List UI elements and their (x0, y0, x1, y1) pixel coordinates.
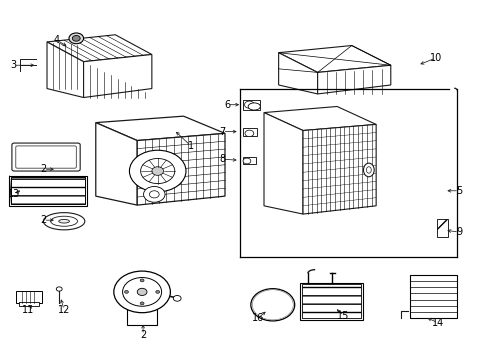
Text: 2: 2 (140, 330, 146, 340)
Bar (127, 309, 157, 325)
Circle shape (114, 271, 170, 313)
Polygon shape (278, 45, 390, 72)
Circle shape (244, 101, 254, 108)
Circle shape (122, 278, 161, 306)
Bar (242, 157, 256, 164)
Circle shape (143, 186, 164, 202)
Bar (302, 284, 360, 318)
Circle shape (243, 158, 250, 164)
Circle shape (149, 191, 159, 198)
Circle shape (173, 296, 181, 301)
Text: 4: 4 (54, 35, 60, 45)
Text: 16: 16 (251, 313, 264, 323)
Text: 6: 6 (224, 100, 230, 110)
Polygon shape (96, 116, 224, 140)
Ellipse shape (247, 103, 260, 110)
Ellipse shape (59, 220, 69, 223)
Text: 12: 12 (58, 305, 70, 315)
Circle shape (244, 130, 253, 136)
Polygon shape (278, 53, 317, 94)
Polygon shape (47, 42, 83, 98)
Ellipse shape (366, 167, 370, 173)
Text: 3: 3 (10, 60, 16, 70)
Polygon shape (96, 123, 137, 205)
Circle shape (140, 302, 144, 305)
Polygon shape (303, 125, 375, 214)
Circle shape (129, 150, 185, 192)
Circle shape (250, 289, 294, 321)
Text: 2: 2 (41, 164, 47, 174)
Text: 5: 5 (455, 186, 461, 196)
Bar (242, 129, 257, 136)
Circle shape (152, 167, 163, 175)
Ellipse shape (43, 213, 84, 230)
Text: 1: 1 (187, 141, 194, 151)
Circle shape (258, 294, 287, 316)
Text: 8: 8 (219, 154, 225, 164)
Circle shape (137, 288, 147, 296)
Ellipse shape (51, 216, 77, 226)
Text: 13: 13 (8, 189, 20, 199)
Polygon shape (317, 65, 390, 94)
Polygon shape (264, 107, 375, 131)
Circle shape (267, 301, 277, 309)
Circle shape (56, 287, 62, 291)
FancyBboxPatch shape (12, 143, 80, 171)
Circle shape (252, 290, 293, 320)
Bar (242, 100, 259, 110)
Polygon shape (47, 35, 152, 62)
Text: 15: 15 (337, 311, 349, 320)
Polygon shape (264, 113, 303, 214)
Bar (409, 275, 456, 318)
Bar (9, 176, 86, 206)
Text: 2: 2 (41, 215, 47, 225)
Text: 11: 11 (22, 305, 35, 315)
Text: 9: 9 (455, 227, 461, 237)
FancyBboxPatch shape (16, 146, 76, 168)
Circle shape (140, 279, 144, 282)
Polygon shape (83, 54, 152, 98)
Bar (300, 283, 362, 320)
Circle shape (69, 33, 83, 44)
Circle shape (72, 36, 80, 41)
Text: 14: 14 (431, 318, 443, 328)
Circle shape (124, 291, 128, 293)
Text: 10: 10 (428, 53, 441, 63)
Circle shape (141, 158, 174, 184)
Polygon shape (137, 134, 224, 205)
Ellipse shape (363, 163, 373, 177)
Circle shape (156, 291, 159, 293)
Bar (16, 291, 41, 303)
Bar (11, 177, 84, 204)
Bar (19, 302, 39, 306)
Text: 7: 7 (219, 127, 225, 136)
Bar (436, 220, 447, 237)
